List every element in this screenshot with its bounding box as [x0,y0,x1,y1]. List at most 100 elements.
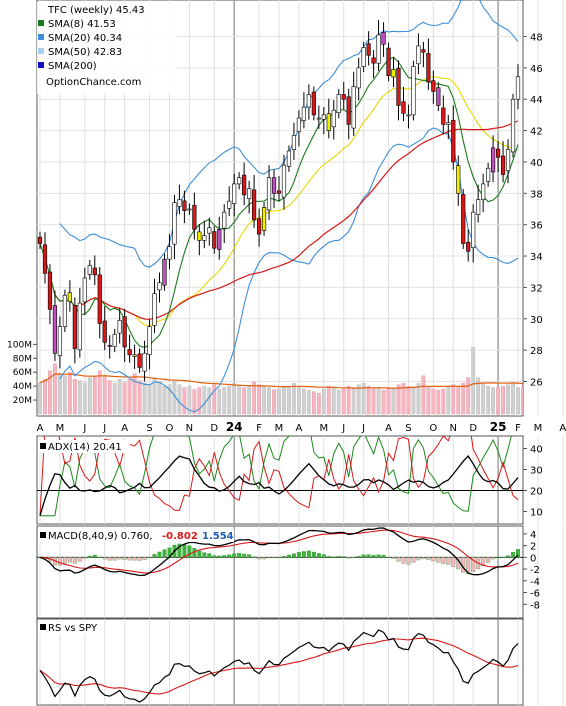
volume-bar [227,385,232,415]
candle-body [321,114,326,120]
adx-tick-label: 30 [530,466,543,477]
price-tick-label: 32 [530,283,543,294]
price-tick-label: 40 [530,158,543,169]
volume-bar [511,383,515,415]
macd-histogram-bar [57,557,62,566]
macd-histogram-bar [491,557,496,560]
candle-body [162,258,167,286]
candle-body [301,106,306,121]
volume-bar [391,388,396,415]
volume-tick-label: 20M [13,396,32,406]
price-tick-label: 36 [530,221,543,232]
candle-body [82,277,87,303]
volume-bar [481,383,486,415]
candle-body [42,244,48,274]
candle-body [192,204,197,230]
candle-body [87,265,92,275]
volume-bar [222,387,227,415]
macd-line [39,527,519,577]
volume-bar [326,385,331,415]
legend-sma20: SMA(20) 40.34 [48,33,122,44]
candle-body [361,47,366,67]
volume-bar [257,384,261,415]
volume-bar [102,375,107,415]
adx-tick-label: 40 [530,445,543,456]
volume-bar [521,387,523,415]
x-axis-label: 24 [226,420,243,434]
candle-body [311,91,316,116]
price-tick-label: 38 [530,189,543,200]
macd-histogram-bar [257,557,262,560]
candle-body [207,227,212,234]
macd-histogram-bar [237,552,242,558]
legend-sma200: SMA(200) [48,61,97,72]
macd-histogram-bar [182,544,187,558]
legend-swatch-sma50 [38,48,44,54]
candle-body [331,109,336,128]
macd-histogram-bar [416,557,421,561]
candle-body [481,183,486,200]
bollinger-lower-line [59,127,519,413]
candle-body [316,117,321,120]
macd-histogram-bar [346,557,351,559]
macd-histogram-bar [207,553,212,558]
volume-bar [82,382,87,415]
macd-histogram-bar [87,555,92,558]
macd-histogram-bar [242,553,247,558]
adx-tick-label: 10 [530,508,543,519]
candle-body [381,32,386,45]
macd-histogram-bar [277,557,281,559]
price-tick-label: 30 [530,315,543,326]
macd-histogram-bar [227,554,232,558]
macd-histogram-bar [316,553,321,558]
volume-bar [436,390,441,415]
macd-tick-label: -4 [530,577,540,588]
macd-histogram-bar [197,550,202,558]
volume-bar [301,388,306,415]
macd-histogram-bar [187,545,192,558]
candle-body [446,122,451,125]
macd-histogram-bar [426,557,431,561]
macd-histogram-bar [72,557,77,564]
volume-tick-label: 60M [13,368,32,378]
price-tick-label: 46 [530,64,543,75]
volume-bar [182,387,187,415]
volume-bar [167,384,172,415]
volume-bar [526,389,529,414]
macd-histogram-bar [371,555,376,558]
candle-body [97,274,102,324]
macd-histogram-bar [157,551,162,558]
macd-histogram-bar [272,557,276,559]
price-tick-label: 42 [530,127,543,138]
volume-bar [471,346,476,415]
candle-body [411,65,416,116]
x-axis-label: J [341,423,345,434]
x-axis-label: S [146,423,152,434]
macd-histogram-bar [152,554,157,558]
candle-body [401,101,406,114]
macd-histogram-bar [162,549,167,558]
macd-histogram-bar [147,557,152,559]
volume-bar [306,390,311,415]
macd-histogram-bar [212,555,217,558]
volume-tick-label: 40M [13,382,32,392]
adx-tick-label: 20 [530,487,543,498]
volume-bar [501,385,505,415]
candle-body [476,199,481,215]
candle-body [286,150,292,167]
candle-body [306,94,311,108]
candle-body [336,94,341,114]
legend-sma50: SMA(50) 42.83 [48,47,122,58]
macd-histogram-bar [97,556,102,558]
candle-body [222,211,227,229]
candle-body [47,271,53,310]
x-axis-label: A [295,423,302,434]
volume-bar [456,387,461,415]
candle-body [495,148,501,158]
volume-bar [282,387,286,415]
volume-bar [441,388,446,415]
candle-body [366,43,371,56]
x-axis-label: M [275,423,284,434]
adx-legend: ADX(14) 20.41 [38,440,130,453]
